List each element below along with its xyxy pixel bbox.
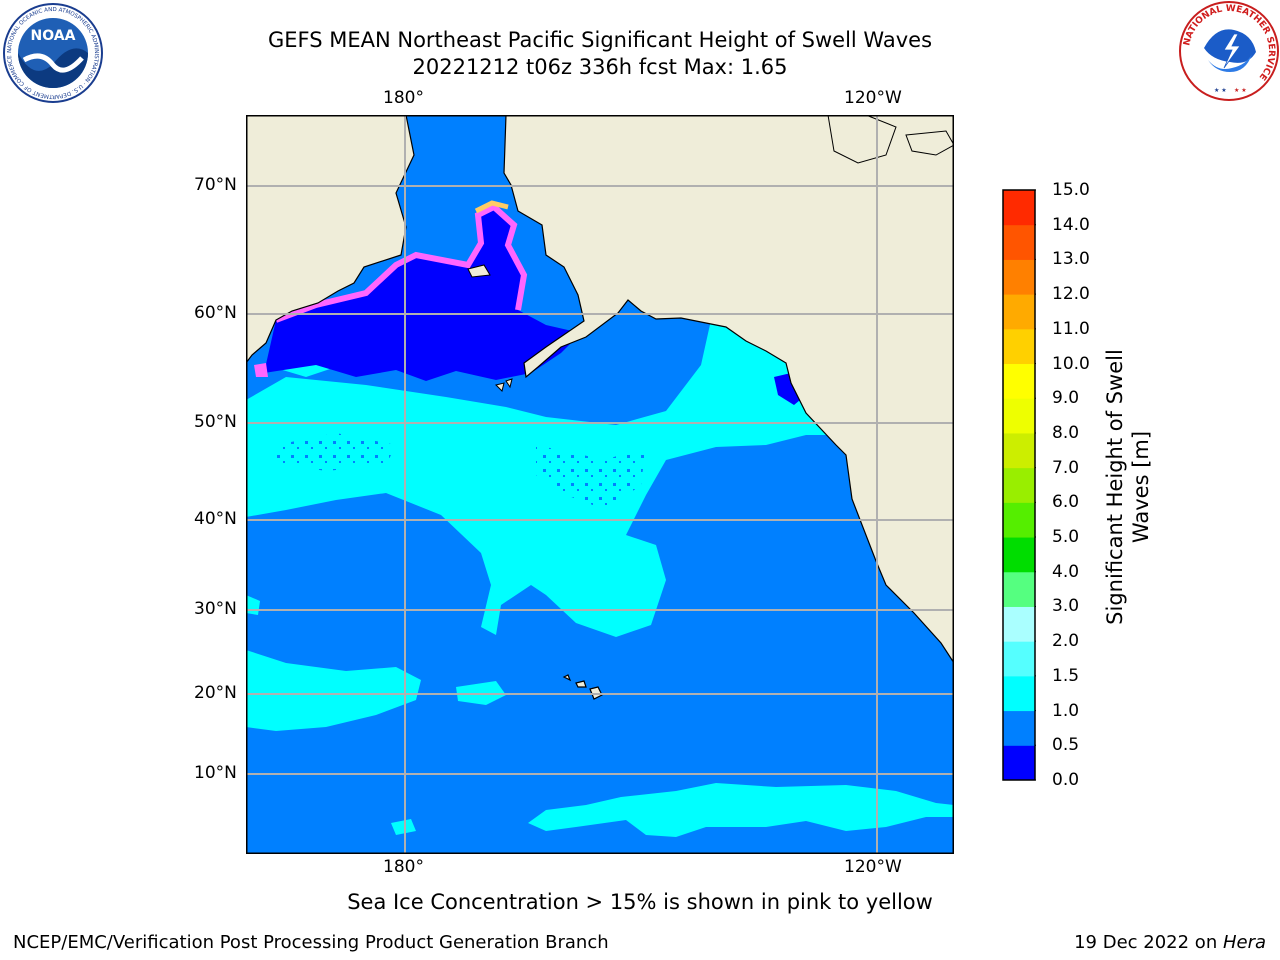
graticule: [246, 115, 954, 854]
colorbar-tick-label: 9.0: [1052, 388, 1080, 409]
colorbar-tick-label: 3.0: [1052, 596, 1080, 617]
bering-sea-low-swell: [264, 207, 581, 381]
colorbar-segment: [1003, 641, 1035, 677]
colorbar-segment: [1003, 190, 1035, 226]
lat-label-40n: 40°N: [194, 509, 237, 529]
swell-height-map: [246, 115, 954, 854]
noaa-logo-icon: NATIONAL OCEANIC AND ATMOSPHERIC ADMINIS…: [3, 3, 103, 103]
colorbar-tick-label: 13.0: [1052, 249, 1090, 270]
colorbar-segment: [1003, 224, 1035, 260]
colorbar-tick-label: 1.0: [1052, 700, 1080, 721]
lon-label-bottom-120w: 120°W: [844, 857, 902, 877]
colorbar-tick-label: 15.0: [1052, 180, 1090, 200]
sea-ice-edge: [274, 203, 528, 323]
map-frame: [246, 115, 954, 854]
colorbar-tick-label: 7.0: [1052, 457, 1080, 478]
colorbar-label-line2: Waves [m]: [1129, 430, 1153, 544]
colorbar-tick-label: 8.0: [1052, 422, 1080, 443]
lat-label-60n: 60°N: [194, 303, 237, 323]
chart-title-line1: GEFS MEAN Northeast Pacific Significant …: [267, 28, 933, 52]
colorbar-segment: [1003, 432, 1035, 469]
lat-label-50n: 50°N: [194, 412, 237, 432]
lon-label-top-180: 180°: [383, 88, 424, 108]
lon-label-top-120w: 120°W: [844, 88, 902, 108]
colorbar-segment: [1003, 328, 1035, 365]
credit-text: NCEP/EMC/Verification Post Processing Pr…: [13, 932, 609, 953]
colorbar-frame: [1002, 189, 1036, 781]
colorbar-segment: [1003, 606, 1035, 642]
colorbar-tick-label: 4.0: [1052, 561, 1080, 582]
host-name: Hera: [1222, 932, 1266, 953]
lat-label-10n: 10°N: [194, 763, 237, 783]
lat-label-70n: 70°N: [194, 175, 237, 195]
date-text: 19 Dec 2022 on: [1074, 932, 1223, 953]
colorbar: [1002, 189, 1036, 781]
colorbar-segment: [1003, 294, 1035, 330]
svg-text:★ ★: ★ ★: [1234, 87, 1247, 94]
colorbar-segment: [1003, 571, 1035, 607]
colorbar-tick-label: 6.0: [1052, 492, 1080, 513]
colorbar-tick-label: 5.0: [1052, 527, 1080, 548]
colorbar-segment: [1003, 745, 1035, 781]
swell-zone-subtropical: [246, 650, 421, 731]
lat-label-20n: 20°N: [194, 683, 237, 703]
swell-zone-equatorial: [528, 783, 954, 837]
colorbar-segment: [1003, 675, 1035, 712]
noaa-wordmark: NOAA: [31, 28, 76, 44]
colorbar-tick-labels: 0.0 0.5 1.0 1.5 2.0 3.0 4.0 5.0 6.0 7.0 8.0 9.0 10.0…: [1040, 0, 1100, 960]
colorbar-tick-label: 2.0: [1052, 631, 1080, 652]
lon-label-bottom-180: 180°: [383, 857, 424, 877]
colorbar-segment: [1003, 259, 1035, 295]
date-stamp: 19 Dec 2022 on Hera: [1074, 932, 1266, 953]
sea-ice-note: Sea Ice Concentration > 15% is shown in …: [347, 890, 933, 914]
chart-title-line2: 20221212 t06z 336h fcst Max: 1.65: [412, 55, 788, 79]
svg-text:★ ★: ★ ★: [1214, 87, 1227, 94]
colorbar-segment: [1003, 710, 1035, 746]
nws-logo-icon: NATIONAL WEATHER SERVICE ★ ★ ★ ★: [1179, 1, 1279, 101]
colorbar-tick-label: 11.0: [1052, 318, 1090, 339]
colorbar-segment: [1003, 537, 1035, 573]
colorbar-tick-label: 14.0: [1052, 214, 1090, 235]
lat-label-30n: 30°N: [194, 599, 237, 619]
colorbar-segment: [1003, 467, 1035, 503]
colorbar-tick-label: 10.0: [1052, 353, 1090, 374]
colorbar-segment: [1003, 398, 1035, 434]
colorbar-segment: [1003, 502, 1035, 538]
colorbar-segment: [1003, 363, 1035, 399]
colorbar-label-line1: Significant Height of Swell: [1103, 349, 1127, 625]
colorbar-tick-label: 12.0: [1052, 284, 1090, 305]
colorbar-tick-label: 1.5: [1052, 665, 1080, 686]
colorbar-tick-label: 0.0: [1052, 770, 1080, 790]
colorbar-tick-label: 0.5: [1052, 735, 1080, 756]
